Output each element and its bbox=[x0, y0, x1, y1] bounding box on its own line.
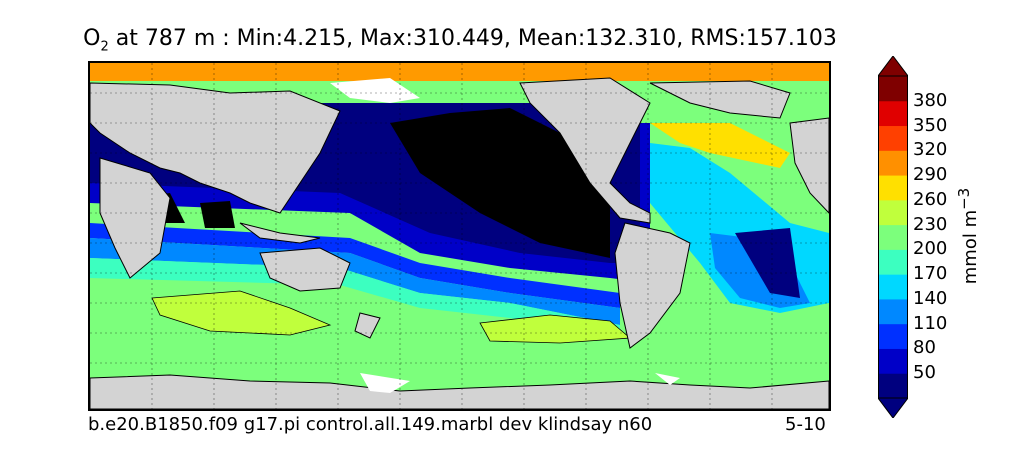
map-title: O2 at 787 m : Min:4.215, Max:310.449, Me… bbox=[0, 26, 920, 54]
colorbar-tick-label: 380 bbox=[913, 89, 948, 111]
colorbar-segment bbox=[878, 100, 908, 127]
colorbar-segment bbox=[878, 199, 908, 226]
ocean-oxygen-map bbox=[88, 61, 831, 411]
africa-land bbox=[99, 157, 171, 279]
colorbar-segment bbox=[878, 175, 908, 201]
colorbar-upper-extend bbox=[878, 56, 908, 77]
colorbar-segment bbox=[878, 150, 908, 176]
south-band-blue bbox=[90, 223, 620, 308]
colorbar-border bbox=[878, 75, 908, 399]
title-species: O bbox=[83, 26, 101, 51]
year-range: 5-10 bbox=[785, 414, 826, 435]
east-atlantic-low bbox=[735, 228, 800, 298]
colorbar-tick-label: 290 bbox=[913, 164, 948, 186]
new-zealand-land bbox=[354, 312, 381, 339]
colorbar-segment bbox=[878, 323, 908, 349]
antarctica-land bbox=[90, 374, 829, 409]
south-band-teal bbox=[90, 258, 620, 338]
colorbar-segment bbox=[878, 274, 908, 300]
graticule bbox=[90, 63, 829, 409]
colorbar-tick-label: 260 bbox=[913, 188, 948, 210]
colorbar-lower-extend bbox=[878, 397, 908, 418]
colorbar-tick-label: 320 bbox=[913, 139, 948, 161]
colorbar-tick-label: 140 bbox=[913, 287, 948, 309]
case-name: b.e20.B1850.f09 g17.pi control.all.149.m… bbox=[88, 414, 653, 435]
eurasia-land bbox=[90, 82, 341, 214]
colorbar-segment bbox=[878, 249, 908, 275]
colorbar-segment bbox=[878, 125, 908, 151]
bay-of-bengal-omz bbox=[200, 201, 235, 228]
colorbar-tick-label: 50 bbox=[913, 362, 936, 384]
colorbar-segment bbox=[878, 298, 908, 325]
map-canvas bbox=[90, 63, 829, 409]
title-statistics: at 787 m : Min:4.215, Max:310.449, Mean:… bbox=[108, 26, 837, 51]
colorbar-segment bbox=[878, 373, 908, 399]
south-band-azure bbox=[90, 238, 620, 325]
missing-data-ross bbox=[360, 373, 410, 393]
colorbar-tick-label: 230 bbox=[913, 213, 948, 235]
colorbar-segment bbox=[878, 348, 908, 374]
colorbar-tick-label: 110 bbox=[913, 312, 948, 334]
australia-land bbox=[259, 247, 351, 292]
title-species-subscript: 2 bbox=[100, 39, 109, 55]
indian-gyre-patch bbox=[151, 290, 332, 336]
europe-africa-east-land bbox=[789, 117, 829, 214]
colorbar-tick-label: 350 bbox=[913, 114, 948, 136]
colorbar-segment bbox=[878, 76, 908, 102]
colorbar-tick-label: 80 bbox=[913, 337, 936, 359]
units-text: mmol m bbox=[960, 209, 981, 285]
missing-data-arctic bbox=[330, 78, 420, 103]
colorbar-tick-label: 170 bbox=[913, 263, 948, 285]
colorbar-segment bbox=[878, 224, 908, 250]
missing-data-weddell bbox=[655, 373, 680, 385]
units-exponent: −3 bbox=[955, 187, 973, 210]
indonesia-land bbox=[239, 222, 321, 244]
colorbar bbox=[878, 56, 908, 418]
colorbar-units: mmol m−3 bbox=[955, 188, 981, 284]
greenland-canada-land bbox=[649, 80, 791, 119]
colorbar-tick-label: 200 bbox=[913, 238, 948, 260]
arctic-high-oxygen bbox=[90, 63, 829, 81]
north-atlantic-yellow bbox=[650, 123, 790, 168]
